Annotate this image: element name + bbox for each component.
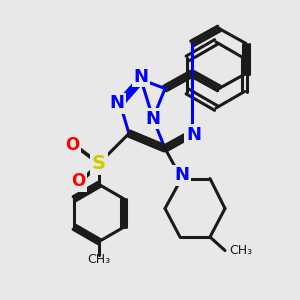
Text: N: N [174, 167, 189, 184]
Text: O: O [65, 136, 79, 154]
Text: O: O [71, 172, 85, 190]
Text: S: S [92, 154, 106, 173]
Text: N: N [110, 94, 124, 112]
Text: N: N [134, 68, 148, 85]
Text: CH₃: CH₃ [87, 253, 111, 266]
Text: N: N [146, 110, 160, 128]
Text: N: N [186, 126, 201, 144]
Text: CH₃: CH₃ [230, 244, 253, 257]
